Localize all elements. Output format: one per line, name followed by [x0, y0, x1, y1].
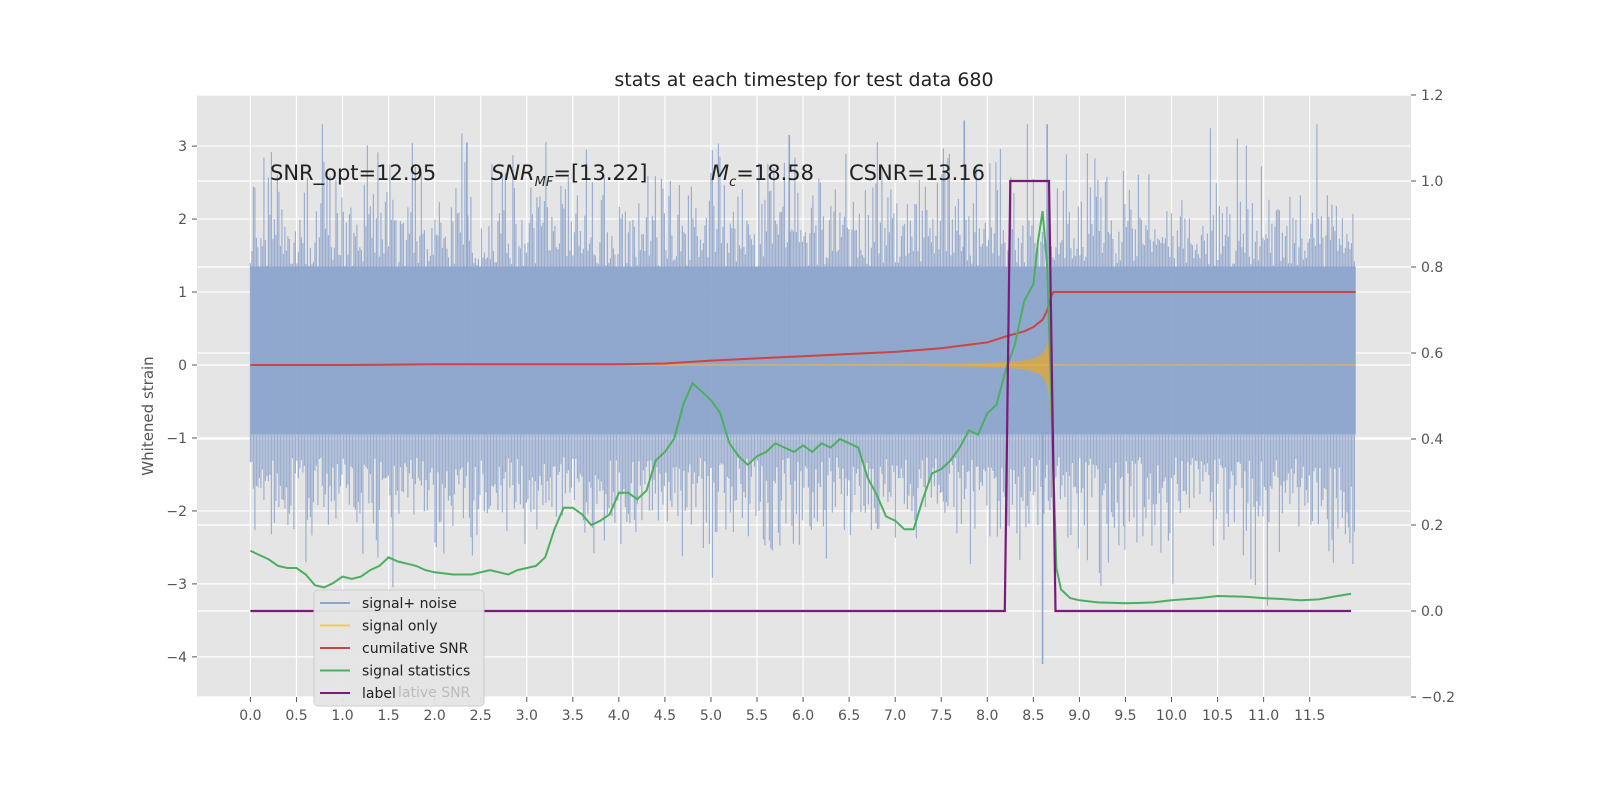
snr-mf-base: SNR [491, 161, 535, 185]
x-tick-label: 3.0 [516, 708, 538, 724]
annotation-snr-mf: SNRMF=[13.22] [491, 161, 647, 190]
y2-tick-label: −0.2 [1421, 690, 1455, 706]
chart-title: stats at each timestep for test data 680 [614, 69, 993, 91]
x-tick-label: 6.5 [838, 708, 860, 724]
x-tick-label: 1.0 [331, 708, 353, 724]
series-cumulative-snr [250, 291, 1356, 366]
y-axis-label: Whitened strain [139, 356, 157, 475]
x-tick-label: 2.0 [424, 708, 446, 724]
x-tick-label: 4.5 [654, 708, 676, 724]
x-tick-label: 7.0 [884, 708, 906, 724]
y-tick-label: −4 [166, 650, 187, 666]
y2-tick-label: 0.2 [1421, 518, 1443, 534]
y2-tick-label: 0.4 [1421, 432, 1443, 448]
snr-mf-sub: MF [535, 175, 554, 190]
y-tick-label: 2 [178, 212, 187, 228]
y-tick-label: 1 [178, 285, 187, 301]
mc-sub: c [729, 175, 736, 190]
x-tick-label: 2.5 [470, 708, 492, 724]
legend-label: cumilative SNR [362, 641, 469, 657]
x-tick-label: 10.5 [1202, 708, 1233, 724]
x-tick-label: 4.0 [608, 708, 630, 724]
annotation-snr-opt: SNR_opt=12.95 [270, 161, 436, 186]
snr-mf-rest: =[13.22] [553, 161, 647, 185]
x-tick-label: 0.0 [239, 708, 261, 724]
x-axis-ticks: 0.0 0.5 1.0 1.5 2.0 2.5 3.0 3.5 4.0 4.5 5.0 5.5 6.0 6… [239, 697, 1325, 724]
y2-tick-label: 0.0 [1421, 604, 1443, 620]
y-axis-ticks: 3 2 1 0 −1 −2 −3 −4 [166, 139, 197, 666]
y2-tick-label: 0.8 [1421, 260, 1443, 276]
mc-rest: =18.58 [736, 161, 814, 185]
x-tick-label: 5.5 [746, 708, 768, 724]
legend-box [313, 589, 485, 707]
series-signal-noise [249, 120, 1356, 665]
y-tick-label: 0 [178, 358, 187, 374]
x-tick-label: 1.5 [377, 708, 399, 724]
annotation-chirp-mass: Mc=18.58 [711, 161, 814, 190]
legend-ghost-text: lative SNR [398, 685, 471, 701]
x-tick-label: 7.5 [930, 708, 952, 724]
y2-tick-label: 0.6 [1421, 346, 1443, 362]
annotation-csnr: CSNR=13.16 [849, 161, 985, 185]
series-label [250, 179, 1352, 613]
x-tick-label: 9.0 [1068, 708, 1090, 724]
x-tick-label: 8.0 [976, 708, 998, 724]
y-tick-label: −2 [166, 504, 187, 520]
legend-label: signal+ noise [362, 596, 457, 612]
y-tick-label: −3 [166, 577, 187, 593]
y2-tick-label: 1.2 [1421, 88, 1443, 104]
series-signal-statistics [249, 210, 1352, 605]
x-tick-label: 0.5 [285, 708, 307, 724]
legend: lative SNR signal+ noise signal only cumila… [313, 589, 485, 707]
x-tick-label: 6.0 [792, 708, 814, 724]
y2-tick-label: 1.0 [1421, 174, 1443, 190]
legend-label: label [362, 686, 396, 702]
x-tick-label: 5.0 [700, 708, 722, 724]
x-tick-label: 3.5 [562, 708, 584, 724]
x-tick-label: 10.0 [1156, 708, 1187, 724]
x-tick-label: 11.0 [1248, 708, 1279, 724]
legend-label: signal only [362, 619, 437, 635]
y2-axis-ticks: 1.2 1.0 0.8 0.6 0.4 0.2 0.0 −0.2 [1411, 88, 1455, 706]
x-tick-label: 11.5 [1294, 708, 1325, 724]
legend-label: signal statistics [362, 664, 470, 680]
x-tick-label: 8.5 [1022, 708, 1044, 724]
mc-base: M [711, 161, 729, 185]
y-tick-label: −1 [166, 431, 187, 447]
y-tick-label: 3 [178, 139, 187, 155]
noise-core [250, 266, 1356, 435]
x-tick-label: 9.5 [1114, 708, 1136, 724]
